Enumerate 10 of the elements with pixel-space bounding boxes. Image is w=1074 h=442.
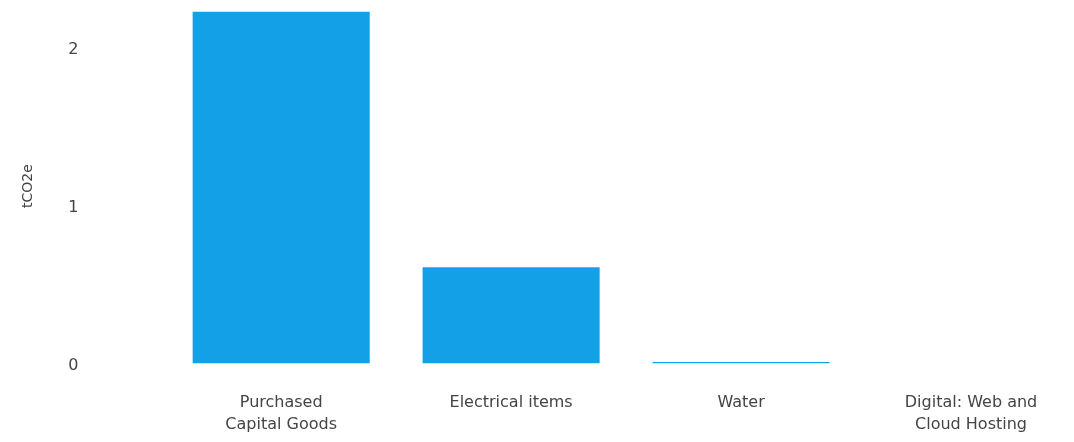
x-tick-label: Electrical items xyxy=(449,391,573,411)
x-tick-label: Water xyxy=(717,391,766,411)
y-tick-label: 2 xyxy=(68,38,79,58)
y-tick-label: 0 xyxy=(68,354,79,374)
bar xyxy=(192,11,370,364)
x-tick-label: Digital: Web and Cloud Hosting xyxy=(904,391,1038,434)
x-tick-label: Purchased Capital Goods xyxy=(225,391,337,434)
y-axis-title: tCO2e xyxy=(19,164,36,208)
bar xyxy=(422,267,600,364)
y-tick-label: 1 xyxy=(68,196,79,216)
